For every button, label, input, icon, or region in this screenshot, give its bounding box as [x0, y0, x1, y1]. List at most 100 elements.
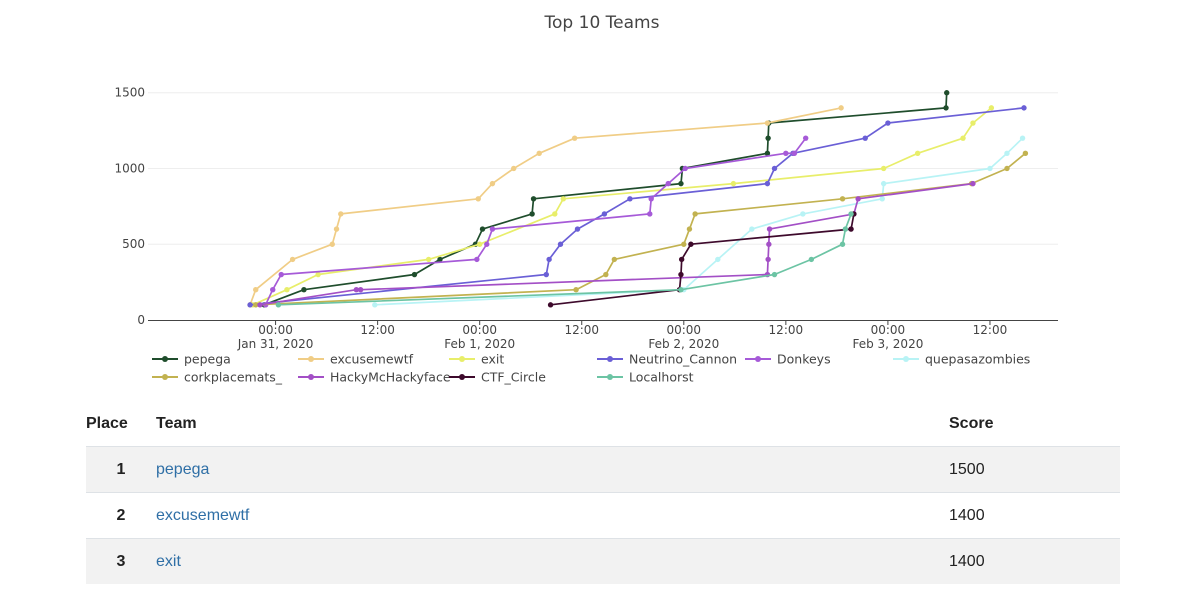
x-tick-date-label: Feb 3, 2020	[852, 337, 923, 351]
data-point	[988, 105, 995, 111]
place-cell: 3	[86, 538, 156, 584]
legend-item[interactable]: exit	[449, 352, 504, 367]
data-point	[688, 241, 694, 247]
data-point	[749, 226, 755, 232]
legend-item[interactable]: corkplacemats_	[152, 370, 283, 385]
data-point	[943, 105, 949, 111]
data-point	[885, 120, 891, 126]
data-point	[862, 135, 868, 141]
team-cell: pepega	[156, 446, 949, 493]
data-point	[838, 105, 844, 111]
legend-item[interactable]: HackyMcHackyface	[298, 370, 451, 385]
data-point	[839, 196, 846, 202]
data-point	[1019, 135, 1026, 141]
data-point	[437, 256, 443, 263]
x-tick-label: 00:00	[871, 323, 906, 337]
data-point	[275, 302, 282, 308]
data-point	[848, 226, 854, 232]
series-line	[374, 137, 1024, 306]
data-point	[536, 150, 542, 157]
x-tick-label: 12:00	[564, 323, 599, 337]
data-point	[1004, 165, 1010, 172]
x-tick-label: 00:00	[666, 323, 701, 337]
data-point	[682, 165, 688, 172]
legend-swatch-marker	[459, 356, 465, 362]
team-link[interactable]: pepega	[156, 460, 210, 478]
standings-table: Place Team Score 1 pepega 1500 2 excusem…	[86, 402, 1120, 584]
legend-item[interactable]: CTF_Circle	[449, 370, 546, 385]
legend-item[interactable]: Donkeys	[745, 352, 831, 367]
series-line	[250, 107, 1025, 306]
legend-item[interactable]: Localhorst	[597, 370, 694, 385]
series-corkplacemats_	[253, 150, 1029, 308]
legend[interactable]: pepega excusemewtf exit Neutrino_Cannon Donk…	[152, 352, 1030, 385]
data-point	[543, 271, 550, 278]
legend-item[interactable]: Neutrino_Cannon	[597, 352, 737, 367]
data-point	[475, 196, 481, 202]
data-point	[715, 256, 721, 263]
legend-label: Neutrino_Cannon	[629, 352, 737, 367]
data-point	[764, 150, 771, 157]
data-point	[257, 302, 263, 308]
series-exit	[250, 105, 995, 308]
data-point	[411, 271, 418, 278]
legend-item[interactable]: pepega	[152, 352, 231, 367]
header-team: Team	[156, 415, 197, 432]
data-point	[1004, 150, 1010, 157]
data-point	[839, 241, 846, 247]
data-point	[627, 196, 633, 202]
scoreboard-chart: Top 10 Teams 0 500 1000 1500 00:00 Jan 31, 2…	[114, 13, 1058, 385]
y-tick-label: 1000	[114, 161, 145, 175]
data-point	[765, 135, 771, 141]
data-point	[808, 256, 815, 263]
data-point	[970, 120, 976, 126]
legend-swatch-marker	[607, 374, 613, 380]
data-point	[530, 196, 537, 202]
data-point	[301, 286, 307, 293]
legend-item[interactable]: excusemewtf	[298, 352, 414, 367]
data-point	[766, 226, 773, 232]
legend-label: Localhorst	[629, 370, 694, 385]
header-score: Score	[949, 415, 994, 432]
data-point	[944, 90, 950, 96]
data-point	[678, 180, 684, 187]
data-point	[247, 302, 253, 308]
x-tick-date-label: Jan 31, 2020	[237, 337, 314, 351]
score-cell: 1400	[949, 538, 1120, 584]
data-point	[1021, 105, 1027, 111]
data-point	[880, 180, 887, 187]
data-point	[253, 286, 259, 293]
x-tick-date-label: Feb 2, 2020	[648, 337, 719, 351]
data-point	[474, 256, 480, 263]
data-point	[603, 271, 609, 278]
team-cell: excusemewtf	[156, 492, 949, 539]
data-point	[357, 286, 364, 293]
data-point	[338, 211, 344, 217]
series-line	[278, 213, 852, 306]
data-point	[511, 165, 517, 172]
data-point	[372, 302, 378, 308]
legend-swatch-marker	[607, 356, 613, 362]
data-point	[791, 150, 798, 157]
data-point	[730, 180, 737, 187]
data-point	[425, 256, 432, 263]
data-point	[692, 211, 698, 217]
data-point	[764, 120, 771, 126]
team-cell: exit	[156, 538, 949, 584]
x-tick-label: 12:00	[360, 323, 395, 337]
team-link[interactable]: excusemewtf	[156, 506, 250, 524]
data-point	[678, 271, 684, 278]
data-point	[329, 241, 335, 247]
y-tick-label: 1500	[114, 86, 145, 100]
legend-swatch-marker	[903, 356, 909, 362]
data-point	[278, 271, 284, 278]
data-point	[765, 256, 771, 263]
legend-swatch-marker	[459, 374, 465, 380]
data-point	[764, 180, 771, 187]
data-point	[960, 135, 966, 141]
series-line	[255, 152, 1026, 306]
data-point	[914, 150, 921, 157]
team-link[interactable]: exit	[156, 552, 181, 570]
legend-item[interactable]: quepasazombies	[893, 352, 1030, 367]
